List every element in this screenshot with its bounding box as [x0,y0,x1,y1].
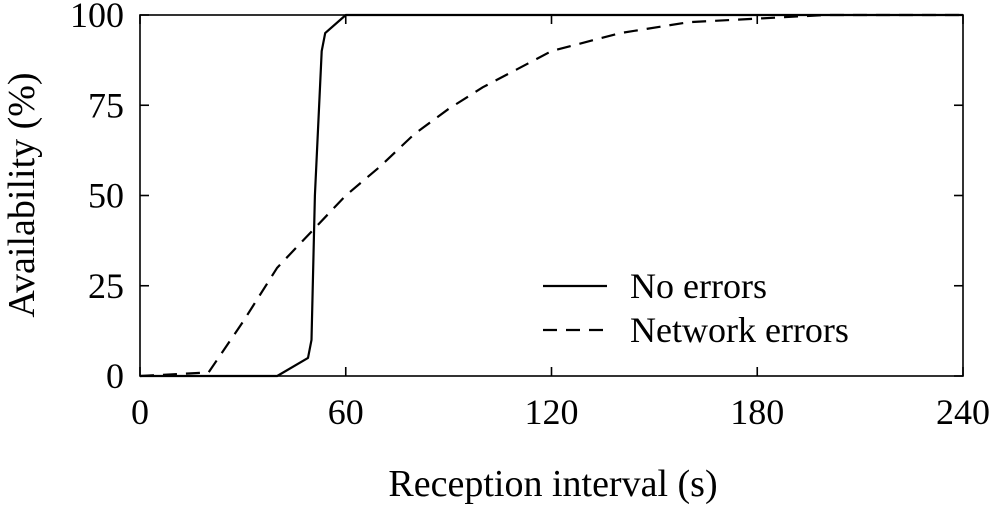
y-tick-label: 0 [106,356,124,396]
x-tick-label: 240 [936,392,990,432]
y-tick-label: 50 [88,176,124,216]
x-axis-title: Reception interval (s) [388,463,717,505]
series-layer [139,13,963,378]
x-tick-label: 0 [131,392,149,432]
plot-frame [139,14,964,377]
series-line-network-errors [139,13,963,378]
x-tick-label: 120 [525,392,579,432]
legend-label-no-errors: No errors [630,266,767,306]
x-tick-label: 60 [328,392,364,432]
y-tick-label: 25 [88,266,124,306]
ticks-layer: 0 60 120 180 240 0 25 50 75 100 [70,0,990,432]
y-tick-label: 100 [70,0,124,35]
series-line-no-errors [140,13,963,378]
y-tick-label: 75 [88,85,124,125]
x-tick-label: 180 [730,392,784,432]
y-axis-title: Availability (%) [1,72,43,317]
legend-label-network-errors: Network errors [630,310,849,350]
